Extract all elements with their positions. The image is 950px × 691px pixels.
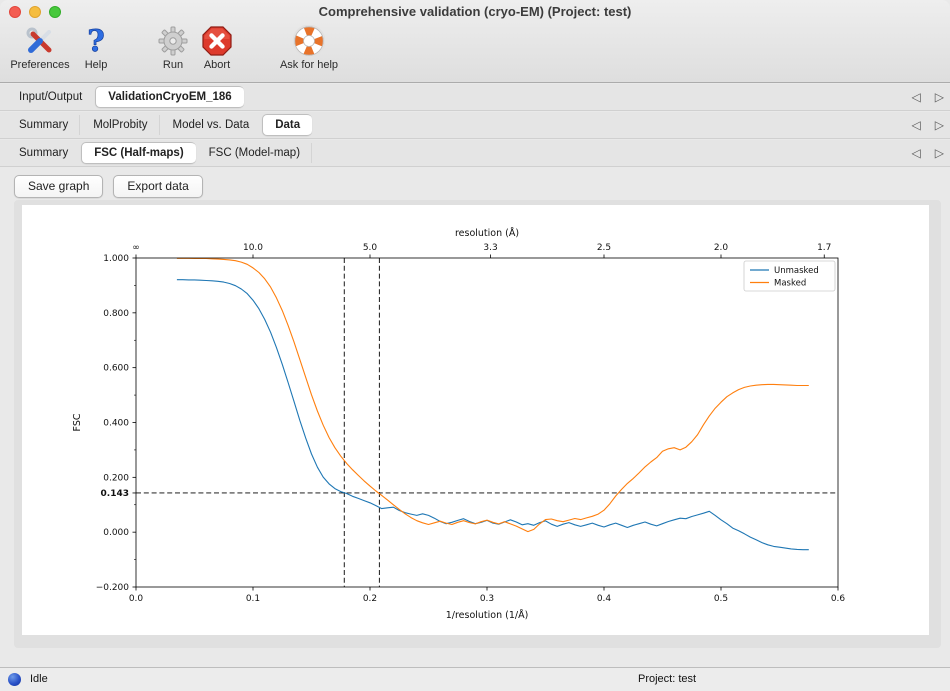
tab-scroll-left-icon[interactable]: ◁ (911, 118, 921, 132)
tab-scroll-left-icon[interactable]: ◁ (911, 146, 921, 160)
window-chrome: Comprehensive validation (cryo-EM) (Proj… (0, 0, 950, 83)
svg-text:0.6: 0.6 (831, 594, 846, 604)
y-axis-label: FSC (72, 413, 83, 431)
preferences-button[interactable]: Preferences (2, 24, 78, 71)
tab-fsc-half-maps[interactable]: FSC (Half-maps) (81, 142, 196, 164)
close-button[interactable] (9, 6, 21, 18)
svg-text:0.200: 0.200 (103, 473, 129, 483)
tab-molprobity[interactable]: MolProbity (82, 115, 160, 135)
svg-text:0.3: 0.3 (480, 594, 494, 604)
ask-for-help-label: Ask for help (279, 59, 339, 71)
svg-text:0.0: 0.0 (129, 594, 144, 604)
svg-text:0.143: 0.143 (101, 489, 129, 499)
preferences-label: Preferences (10, 59, 70, 71)
minimize-button[interactable] (29, 6, 41, 18)
tab-scroll-right-icon[interactable]: ▷ (934, 118, 944, 132)
tab-scroll-right-icon[interactable]: ▷ (934, 146, 944, 160)
gear-icon (156, 24, 190, 58)
save-graph-button[interactable]: Save graph (14, 175, 104, 198)
zoom-button[interactable] (49, 6, 61, 18)
stop-icon (200, 24, 234, 58)
svg-text:0.600: 0.600 (103, 364, 129, 374)
run-button[interactable]: Run (152, 24, 194, 71)
svg-text:∞: ∞ (132, 243, 140, 253)
svg-text:0.000: 0.000 (103, 528, 129, 538)
status-indicator-icon (8, 673, 21, 686)
abort-button[interactable]: Abort (194, 24, 240, 71)
graph-panel: 0.0 0.1 0.2 0.3 0.4 0.5 0.6 1/resolution (1/Å) ∞… (14, 200, 941, 648)
legend: Unmasked Masked (743, 260, 836, 292)
svg-text:0.400: 0.400 (103, 419, 129, 429)
toolbar: Preferences ? Help (0, 22, 950, 82)
tab-model-vs-data[interactable]: Model vs. Data (172, 119, 250, 131)
svg-text:?: ? (87, 25, 105, 57)
help-label: Help (84, 59, 108, 71)
lifebuoy-icon (292, 24, 326, 58)
fsc-figure: 0.0 0.1 0.2 0.3 0.4 0.5 0.6 1/resolution (1/Å) ∞… (22, 205, 929, 635)
svg-text:−0.200: −0.200 (96, 583, 130, 593)
svg-text:0.2: 0.2 (363, 594, 377, 604)
project-label: Project: test (638, 673, 697, 685)
status-text: Idle (30, 673, 48, 685)
titlebar: Comprehensive validation (cryo-EM) (Proj… (0, 0, 950, 22)
x-axis-label: 1/resolution (1/Å) (446, 609, 529, 621)
series-masked-line (176, 257, 809, 533)
help-button[interactable]: ? Help (77, 24, 115, 71)
svg-text:1.7: 1.7 (817, 243, 831, 253)
ask-for-help-button[interactable]: Ask for help (264, 24, 354, 71)
tabrow-pages: Input/Output ValidationCryoEM_186 ◁ ▷ (0, 84, 950, 111)
tabrow-data-subtabs: Summary FSC (Half-maps) FSC (Model-map) … (0, 140, 950, 167)
svg-text:0.1: 0.1 (246, 594, 260, 604)
tab-input-output[interactable]: Input/Output (19, 91, 83, 103)
svg-text:3.3: 3.3 (483, 243, 497, 253)
svg-text:1.000: 1.000 (103, 254, 129, 264)
tab-data[interactable]: Data (262, 114, 313, 136)
tab-fsc-model-map[interactable]: FSC (Model-map) (198, 143, 313, 163)
series-unmasked-line (176, 279, 809, 551)
status-bar: Idle Project: test (0, 667, 950, 691)
svg-text:0.4: 0.4 (597, 594, 612, 604)
tab-data-summary[interactable]: Summary (19, 147, 69, 159)
abort-label: Abort (203, 59, 231, 71)
run-label: Run (162, 59, 184, 71)
tab-scroll-left-icon[interactable]: ◁ (911, 90, 921, 104)
tab-validationcryoem-186[interactable]: ValidationCryoEM_186 (95, 86, 244, 108)
question-icon: ? (79, 24, 113, 58)
legend-label-masked: Masked (774, 279, 806, 289)
legend-label-unmasked: Unmasked (774, 266, 819, 276)
content-area: Save graph Export data 0.0 0.1 0.2 0.3 0.4 0.… (0, 168, 950, 667)
top-axis-label: resolution (Å) (455, 227, 519, 239)
tabrow-sections: Summary MolProbity Model vs. Data Data ◁… (0, 112, 950, 139)
export-data-button[interactable]: Export data (113, 175, 203, 198)
svg-text:5.0: 5.0 (363, 243, 378, 253)
axes-frame (135, 257, 839, 588)
tools-icon (23, 24, 57, 58)
fsc-chart: 0.0 0.1 0.2 0.3 0.4 0.5 0.6 1/resolution (1/Å) ∞… (72, 227, 846, 621)
tab-scroll-right-icon[interactable]: ▷ (934, 90, 944, 104)
svg-text:10.0: 10.0 (243, 243, 263, 253)
window-title: Comprehensive validation (cryo-EM) (Proj… (318, 4, 632, 19)
svg-text:2.5: 2.5 (597, 243, 611, 253)
svg-text:0.800: 0.800 (103, 309, 129, 319)
tab-summary[interactable]: Summary (8, 115, 81, 135)
svg-text:2.0: 2.0 (714, 243, 729, 253)
svg-text:0.5: 0.5 (714, 594, 728, 604)
